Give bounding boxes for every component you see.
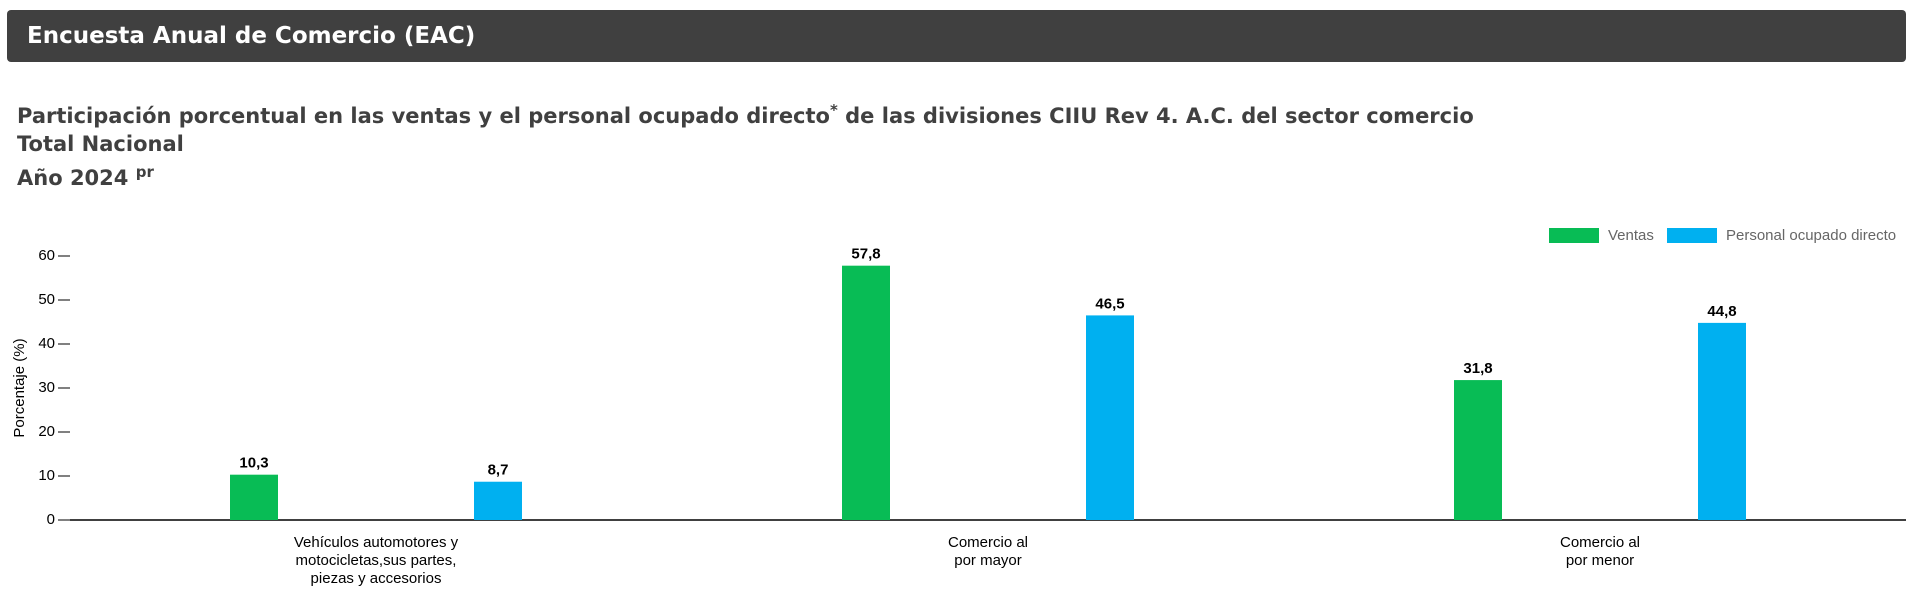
bar <box>474 481 522 520</box>
year: Año 2024 <box>17 166 129 190</box>
year-line: Año 2024 pr <box>17 158 1474 192</box>
header-bar: Encuesta Anual de Comercio (EAC) <box>7 10 1906 62</box>
title: Participación porcentual en las ventas y… <box>17 104 830 128</box>
year-note: pr <box>135 163 154 181</box>
x-tick-label: Comercio al <box>948 534 1028 551</box>
legend-label: Ventas <box>1608 227 1654 244</box>
y-tick-label: 0 <box>47 511 55 528</box>
bar <box>230 474 278 520</box>
value-label: 44,8 <box>1707 303 1736 320</box>
value-label: 46,5 <box>1095 295 1124 312</box>
x-tick-label: Comercio al <box>1560 534 1640 551</box>
legend-label: Personal ocupado directo <box>1726 227 1896 244</box>
y-tick-label: 20 <box>38 423 55 440</box>
title-note: * <box>829 101 838 119</box>
x-tick-label: piezas y accesorios <box>311 570 442 587</box>
value-label: 8,7 <box>488 462 509 479</box>
x-tick-label: Vehículos automotores y <box>294 534 459 551</box>
y-tick-label: 30 <box>38 379 55 396</box>
x-tick-label: por mayor <box>954 552 1022 569</box>
title-rest: de las divisiones CIIU Rev 4. A.C. del s… <box>837 104 1474 128</box>
y-tick-label: 60 <box>38 247 55 264</box>
bar <box>842 265 890 520</box>
bar <box>1086 315 1134 520</box>
legend-swatch <box>1667 228 1717 243</box>
y-axis-label: Porcentaje (%) <box>11 338 28 437</box>
y-tick-label: 40 <box>38 335 55 352</box>
y-tick-label: 10 <box>38 467 55 484</box>
subtitle: Total Nacional <box>17 132 184 156</box>
value-label: 31,8 <box>1463 360 1492 377</box>
header-title: Encuesta Anual de Comercio (EAC) <box>27 23 476 49</box>
bar <box>1454 380 1502 520</box>
x-tick-label: motocicletas,sus partes, <box>296 552 457 569</box>
bar <box>1698 322 1746 520</box>
chart-titles: Participación porcentual en las ventas y… <box>17 96 1474 192</box>
x-tick-label: por menor <box>1566 552 1634 569</box>
value-label: 10,3 <box>239 455 268 472</box>
value-label: 57,8 <box>851 246 880 263</box>
y-tick-label: 50 <box>38 291 55 308</box>
title-line: Participación porcentual en las ventas y… <box>17 96 1474 130</box>
legend-swatch <box>1549 228 1599 243</box>
